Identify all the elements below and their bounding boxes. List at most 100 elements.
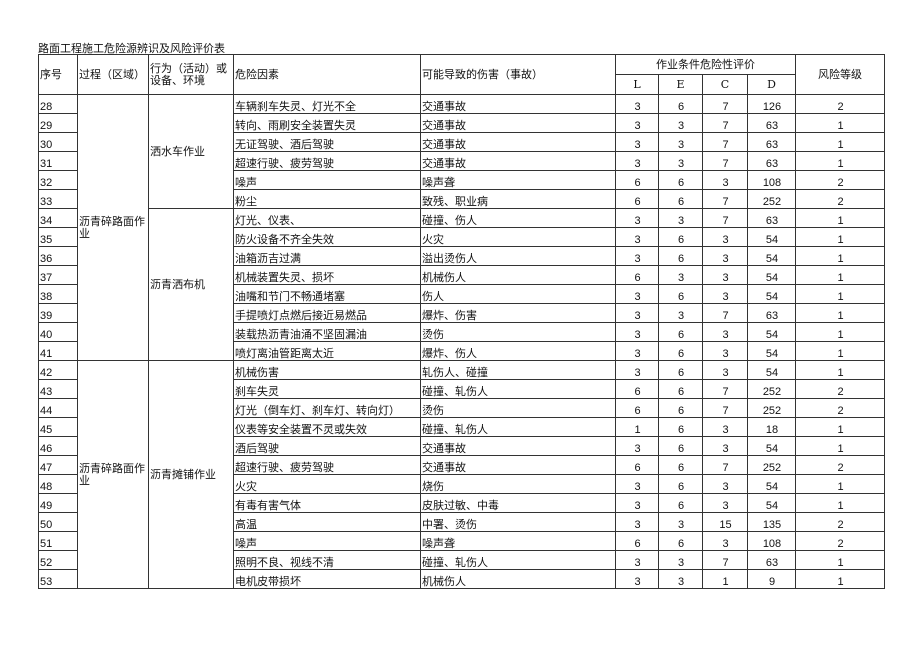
c-cell: 7 (702, 379, 748, 399)
row-number: 47 (38, 455, 78, 475)
level-cell: 1 (795, 227, 885, 247)
e-cell: 3 (658, 512, 703, 532)
hazard-cell: 防火设备不齐全失效 (233, 227, 421, 247)
d-cell: 54 (747, 227, 796, 247)
e-cell: 3 (658, 151, 703, 171)
harm-cell: 交通事故 (420, 113, 616, 133)
hazard-cell: 灯光、仪表、 (233, 208, 421, 228)
table-row: 40 装载热沥青油涌不坚固漏油 烫伤 3 6 3 54 1 (38, 322, 885, 342)
hazard-cell: 火灾 (233, 474, 421, 494)
level-cell: 1 (795, 246, 885, 266)
l-cell: 3 (615, 512, 659, 532)
e-cell: 6 (658, 341, 703, 361)
level-cell: 1 (795, 151, 885, 171)
d-cell: 18 (747, 417, 796, 437)
hazard-cell: 电机皮带损坏 (233, 569, 421, 589)
hazard-cell: 噪声 (233, 531, 421, 551)
level-cell: 2 (795, 398, 885, 418)
harm-cell: 致残、职业病 (420, 189, 616, 209)
row-number: 46 (38, 436, 78, 456)
e-cell: 3 (658, 132, 703, 152)
e-cell: 6 (658, 246, 703, 266)
activity-cell: 沥青洒布机 (148, 208, 234, 361)
l-cell: 3 (615, 246, 659, 266)
hazard-cell: 照明不良、视线不清 (233, 550, 421, 570)
l-cell: 6 (615, 265, 659, 285)
harm-cell: 机械伤人 (420, 265, 616, 285)
level-cell: 2 (795, 170, 885, 190)
header-D: D (747, 74, 796, 95)
hazard-cell: 高温 (233, 512, 421, 532)
harm-cell: 溢出烫伤人 (420, 246, 616, 266)
row-number: 38 (38, 284, 78, 304)
row-number: 49 (38, 493, 78, 513)
d-cell: 63 (747, 132, 796, 152)
level-cell: 1 (795, 436, 885, 456)
level-cell: 2 (795, 512, 885, 532)
l-cell: 1 (615, 417, 659, 437)
c-cell: 7 (702, 398, 748, 418)
table-row: 34 沥青洒布机 灯光、仪表、 碰撞、伤人 3 3 7 63 1 (38, 208, 885, 361)
d-cell: 54 (747, 341, 796, 361)
d-cell: 252 (747, 189, 796, 209)
l-cell: 6 (615, 170, 659, 190)
row-number: 45 (38, 417, 78, 437)
row-number: 52 (38, 550, 78, 570)
header-activity: 行为（活动）或设备、环境 (148, 54, 234, 95)
level-cell: 2 (795, 455, 885, 475)
row-number: 30 (38, 132, 78, 152)
table-row: 51 噪声 噪声聋 6 6 3 108 2 (38, 531, 885, 551)
row-number: 28 (38, 94, 78, 114)
d-cell: 9 (747, 569, 796, 589)
l-cell: 3 (615, 341, 659, 361)
l-cell: 6 (615, 531, 659, 551)
e-cell: 6 (658, 189, 703, 209)
level-cell: 2 (795, 189, 885, 209)
harm-cell: 交通事故 (420, 151, 616, 171)
hazard-cell: 手提喷灯点燃后接近易燃品 (233, 303, 421, 323)
c-cell: 15 (702, 512, 748, 532)
e-cell: 6 (658, 493, 703, 513)
header-hazard: 危险因素 (233, 54, 421, 95)
level-cell: 2 (795, 379, 885, 399)
c-cell: 1 (702, 569, 748, 589)
level-cell: 1 (795, 265, 885, 285)
row-number: 35 (38, 227, 78, 247)
e-cell: 3 (658, 113, 703, 133)
header-C: C (702, 74, 748, 95)
e-cell: 6 (658, 284, 703, 304)
harm-cell: 爆炸、伤害 (420, 303, 616, 323)
harm-cell: 火灾 (420, 227, 616, 247)
hazard-cell: 噪声 (233, 170, 421, 190)
table-row: 47 超速行驶、疲劳驾驶 交通事故 6 6 7 252 2 (38, 455, 885, 475)
d-cell: 54 (747, 493, 796, 513)
harm-cell: 轧伤人、碰撞 (420, 360, 616, 380)
row-number: 51 (38, 531, 78, 551)
e-cell: 6 (658, 531, 703, 551)
d-cell: 63 (747, 113, 796, 133)
e-cell: 3 (658, 303, 703, 323)
c-cell: 7 (702, 132, 748, 152)
d-cell: 108 (747, 170, 796, 190)
l-cell: 3 (615, 303, 659, 323)
c-cell: 7 (702, 189, 748, 209)
header-E: E (658, 74, 703, 95)
hazard-risk-table: 序号 过程（区域） 行为（活动）或设备、环境 危险因素 可能导致的伤害（事故） … (38, 54, 885, 589)
d-cell: 108 (747, 531, 796, 551)
l-cell: 3 (615, 227, 659, 247)
hazard-cell: 喷灯离油管距离太近 (233, 341, 421, 361)
row-number: 34 (38, 208, 78, 228)
d-cell: 54 (747, 265, 796, 285)
activity-cell: 沥青摊铺作业 (148, 360, 234, 589)
table-row: 52 照明不良、视线不清 碰撞、轧伤人 3 3 7 63 1 (38, 550, 885, 570)
c-cell: 7 (702, 550, 748, 570)
row-number: 37 (38, 265, 78, 285)
l-cell: 3 (615, 550, 659, 570)
l-cell: 3 (615, 208, 659, 228)
harm-cell: 碰撞、伤人 (420, 208, 616, 228)
c-cell: 7 (702, 455, 748, 475)
e-cell: 6 (658, 379, 703, 399)
harm-cell: 烫伤 (420, 398, 616, 418)
e-cell: 6 (658, 360, 703, 380)
l-cell: 3 (615, 493, 659, 513)
